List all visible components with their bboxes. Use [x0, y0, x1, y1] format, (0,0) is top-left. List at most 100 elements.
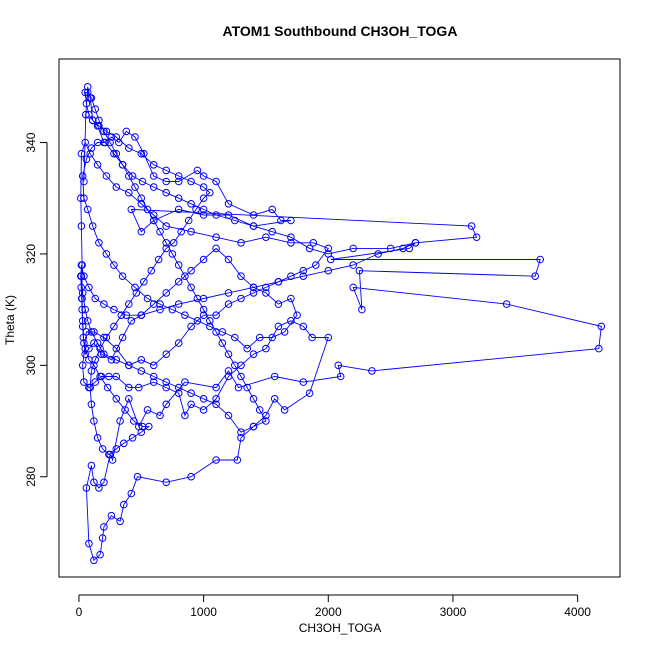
data-point	[324, 333, 333, 342]
data-point	[199, 205, 208, 214]
data-point	[137, 311, 146, 320]
data-point	[102, 333, 111, 342]
data-point	[472, 233, 481, 241]
data-point	[355, 266, 364, 275]
data-point	[177, 227, 185, 236]
data-point	[85, 283, 93, 292]
data-point	[187, 200, 195, 208]
data-point	[90, 339, 98, 347]
data-point	[224, 300, 233, 308]
data-point	[82, 328, 91, 336]
data-point	[132, 289, 141, 297]
data-point	[128, 172, 137, 180]
data-point	[95, 239, 103, 247]
data-point	[193, 294, 202, 303]
data-point	[143, 205, 152, 214]
data-point	[135, 383, 143, 392]
data-point	[96, 550, 104, 559]
data-point	[125, 383, 133, 392]
data-point	[100, 300, 108, 308]
data-point	[199, 211, 208, 219]
data-point	[274, 322, 283, 331]
data-point	[131, 283, 139, 292]
data-point	[386, 244, 395, 253]
data-point	[156, 411, 164, 420]
data-point	[95, 484, 103, 492]
data-point	[174, 300, 183, 308]
data-point	[81, 138, 89, 147]
data-point	[308, 333, 316, 342]
data-point	[80, 177, 88, 186]
data-point	[100, 350, 108, 359]
data-point	[268, 227, 277, 236]
data-point	[192, 205, 200, 214]
data-point	[187, 266, 195, 275]
data-point	[249, 222, 258, 230]
data-point	[87, 328, 96, 336]
data-point	[237, 434, 245, 442]
data-point	[82, 99, 91, 108]
data-point	[97, 350, 106, 359]
data-point	[206, 317, 214, 325]
data-point	[107, 511, 116, 520]
data-point	[502, 300, 511, 308]
data-point	[79, 333, 88, 342]
data-point	[249, 395, 258, 403]
data-point	[78, 322, 87, 331]
data-point	[86, 383, 94, 392]
data-point	[268, 333, 277, 342]
data-point	[174, 339, 183, 347]
data-point	[93, 339, 102, 347]
data-point	[112, 183, 121, 191]
data-point	[181, 311, 189, 320]
data-point	[199, 172, 208, 180]
data-point	[137, 194, 146, 202]
data-point	[77, 272, 86, 281]
y-tick-label: 280	[24, 466, 38, 486]
data-point	[122, 311, 131, 320]
data-point	[280, 328, 289, 336]
data-point	[149, 372, 158, 381]
data-point	[149, 361, 158, 370]
data-point	[349, 244, 358, 253]
data-point	[107, 133, 116, 141]
data-point	[87, 94, 96, 102]
data-point	[237, 428, 245, 437]
data-point	[133, 472, 142, 481]
data-point	[231, 361, 239, 370]
data-point	[90, 478, 98, 487]
data-point	[78, 289, 87, 297]
data-point	[274, 300, 283, 308]
x-tick-label: 1000	[190, 605, 217, 619]
data-point	[103, 383, 112, 392]
data-point	[162, 166, 170, 175]
data-point	[91, 356, 99, 364]
plot-area: 0 1000 2000 3000 4000 280 300 320 340	[24, 58, 621, 619]
data-point	[287, 272, 295, 281]
data-point	[243, 344, 251, 353]
data-point	[127, 317, 136, 325]
data-point	[116, 517, 124, 526]
data-point	[88, 222, 97, 230]
data-point	[274, 278, 283, 286]
data-point	[85, 344, 93, 353]
data-point	[199, 311, 208, 320]
data-point	[312, 261, 320, 269]
data-point	[77, 261, 86, 269]
data-point	[162, 478, 170, 487]
data-point	[187, 283, 195, 292]
data-point	[77, 294, 86, 303]
data-point	[212, 328, 220, 336]
data-point	[162, 222, 170, 230]
data-point	[334, 361, 343, 370]
data-point	[187, 400, 195, 409]
data-point	[90, 556, 98, 565]
data-point	[187, 227, 195, 236]
data-point	[87, 144, 96, 152]
data-point	[224, 211, 233, 219]
data-point	[199, 183, 208, 191]
data-point	[324, 244, 333, 253]
data-point	[131, 183, 139, 191]
data-point	[118, 333, 127, 342]
data-point	[106, 138, 114, 147]
